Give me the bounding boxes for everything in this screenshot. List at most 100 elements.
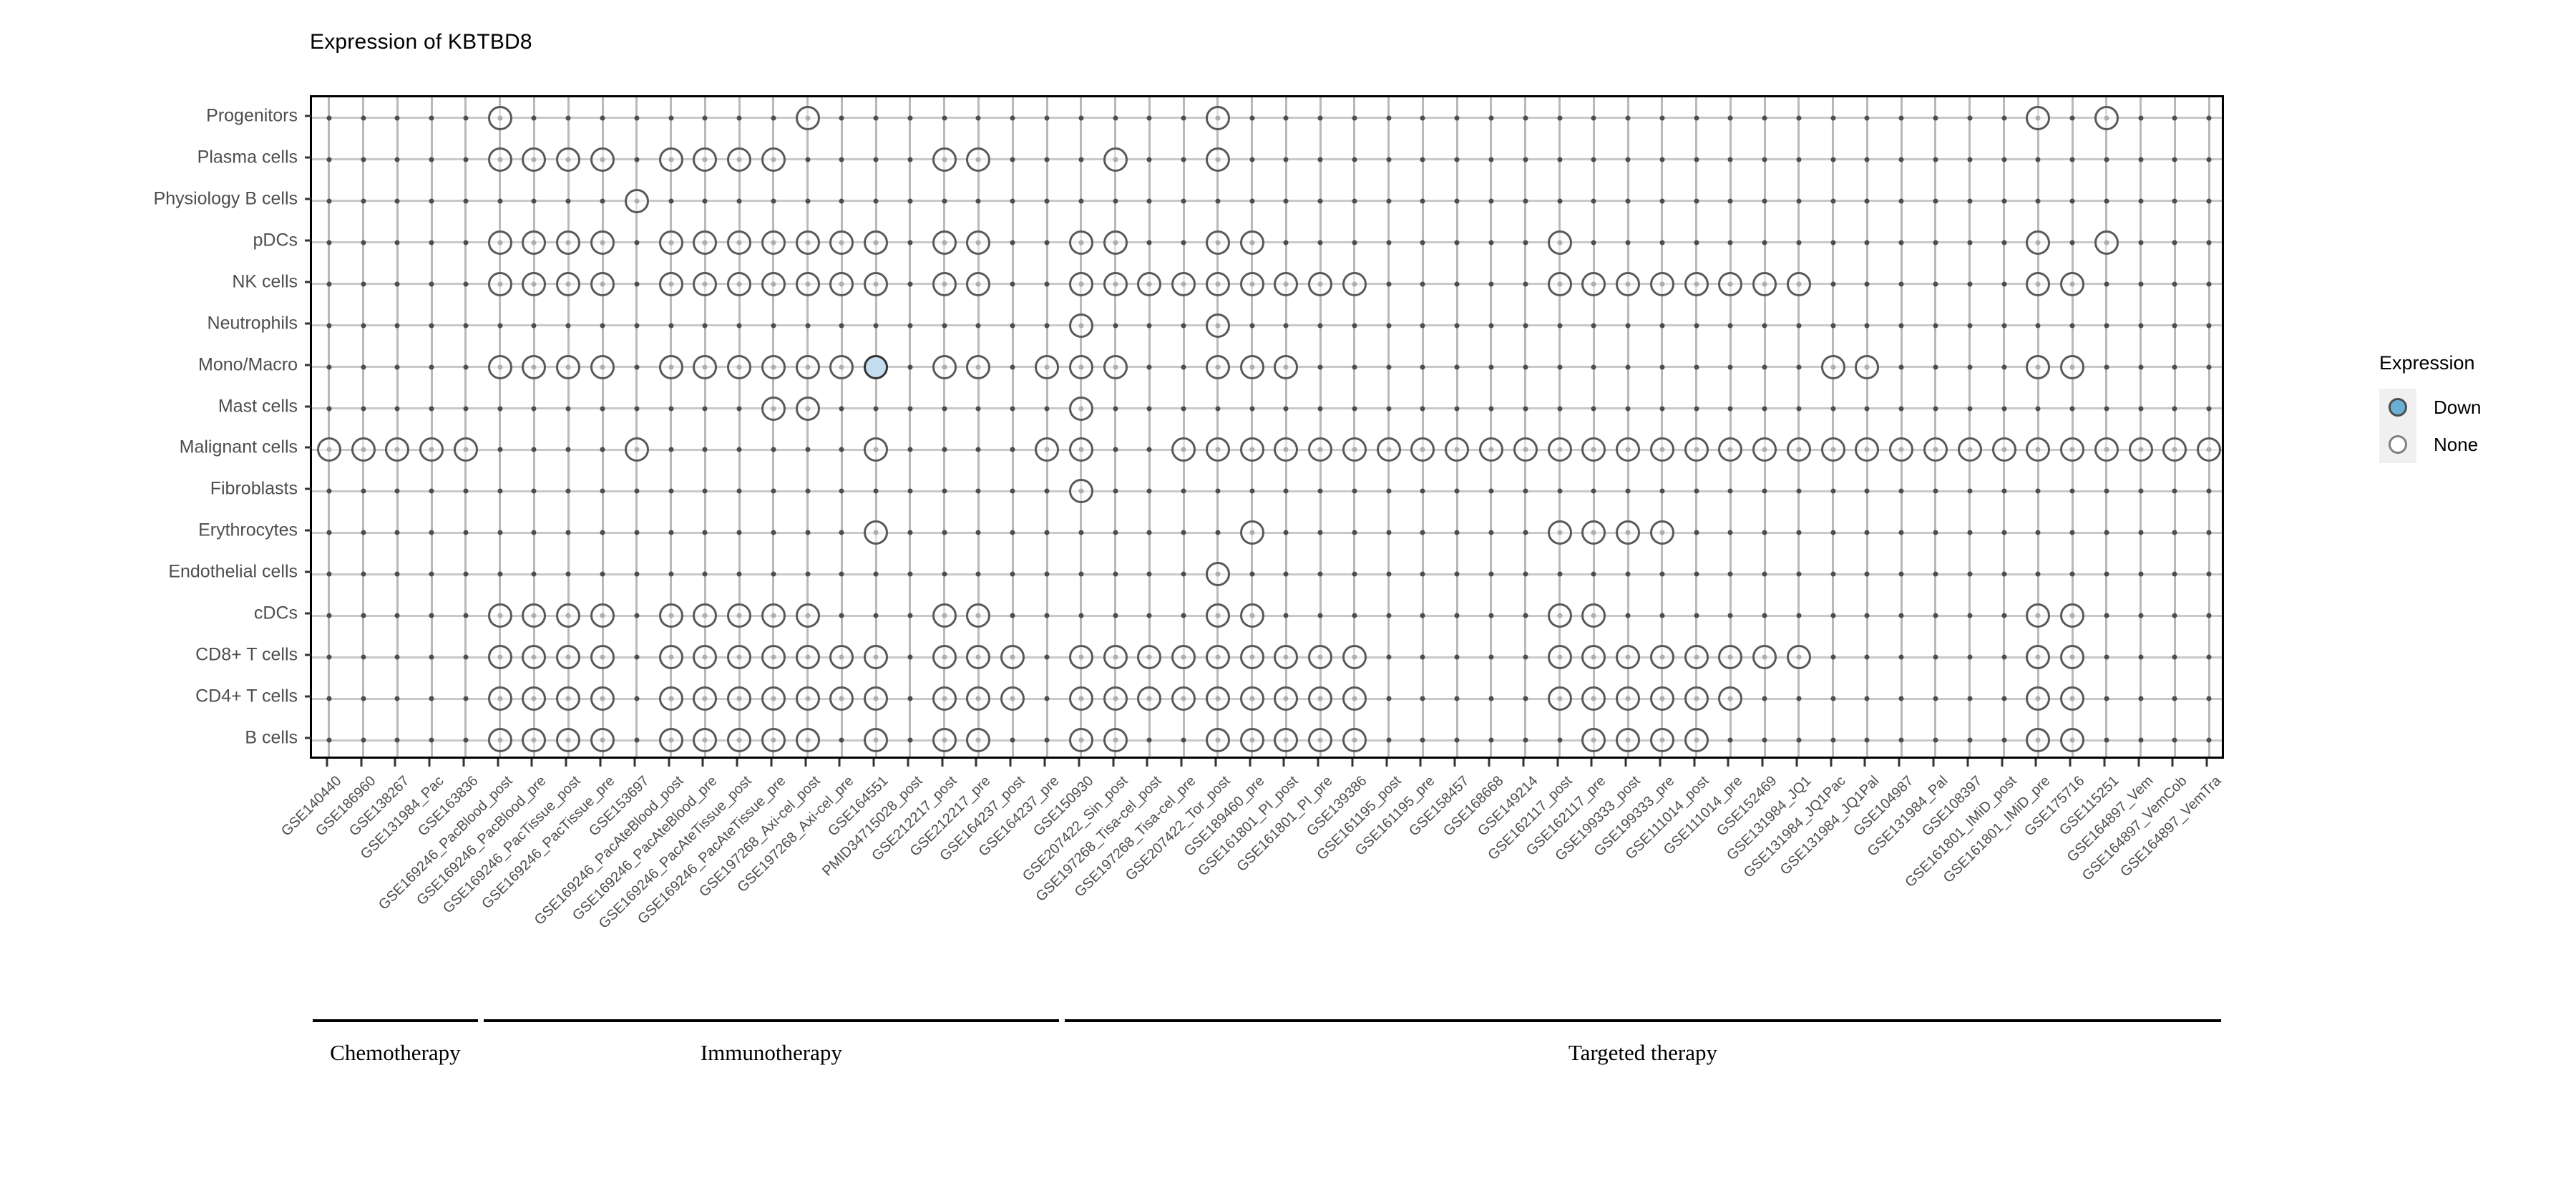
dot-none[interactable]: [795, 230, 820, 255]
dot-none[interactable]: [522, 354, 547, 379]
dot-none[interactable]: [1171, 437, 1196, 462]
dot-none[interactable]: [966, 354, 991, 379]
dot-none[interactable]: [727, 354, 752, 379]
dot-none[interactable]: [556, 686, 581, 711]
dot-none[interactable]: [2060, 271, 2085, 296]
dot-none[interactable]: [590, 271, 615, 296]
dot-none[interactable]: [1171, 271, 1196, 296]
dot-none[interactable]: [829, 645, 854, 670]
dot-none[interactable]: [1684, 645, 1709, 670]
dot-none[interactable]: [1274, 728, 1299, 753]
dot-none[interactable]: [522, 686, 547, 711]
dot-none[interactable]: [2094, 230, 2119, 255]
dot-none[interactable]: [1957, 437, 1982, 462]
dot-none[interactable]: [1274, 645, 1299, 670]
dot-none[interactable]: [1616, 728, 1641, 753]
dot-none[interactable]: [761, 230, 786, 255]
dot-none[interactable]: [1752, 271, 1777, 296]
dot-none[interactable]: [1068, 479, 1093, 504]
dot-none[interactable]: [487, 105, 512, 130]
dot-none[interactable]: [1035, 437, 1059, 462]
dot-none[interactable]: [1889, 437, 1914, 462]
dot-none[interactable]: [1547, 230, 1572, 255]
dot-none[interactable]: [693, 603, 718, 628]
dot-none[interactable]: [1239, 230, 1264, 255]
dot-none[interactable]: [1820, 437, 1845, 462]
dot-none[interactable]: [556, 728, 581, 753]
dot-none[interactable]: [590, 230, 615, 255]
dot-none[interactable]: [1342, 437, 1367, 462]
dot-none[interactable]: [1445, 437, 1470, 462]
dot-none[interactable]: [864, 437, 889, 462]
dot-none[interactable]: [1205, 271, 1230, 296]
dot-none[interactable]: [1547, 645, 1572, 670]
dot-none[interactable]: [932, 271, 957, 296]
dot-none[interactable]: [1786, 645, 1811, 670]
dot-none[interactable]: [1616, 645, 1641, 670]
dot-none[interactable]: [727, 728, 752, 753]
legend-row[interactable]: Down: [2379, 389, 2481, 426]
dot-none[interactable]: [1308, 728, 1333, 753]
dot-none[interactable]: [1171, 645, 1196, 670]
dot-none[interactable]: [1171, 686, 1196, 711]
dot-none[interactable]: [1137, 645, 1162, 670]
dot-none[interactable]: [1581, 686, 1606, 711]
dot-none[interactable]: [658, 686, 683, 711]
dot-none[interactable]: [1820, 354, 1845, 379]
dot-none[interactable]: [932, 147, 957, 172]
dot-none[interactable]: [966, 686, 991, 711]
dot-none[interactable]: [1616, 520, 1641, 545]
dot-none[interactable]: [932, 728, 957, 753]
dot-none[interactable]: [864, 520, 889, 545]
dot-none[interactable]: [1649, 645, 1674, 670]
dot-none[interactable]: [1205, 728, 1230, 753]
dot-none[interactable]: [727, 230, 752, 255]
dot-none[interactable]: [1137, 271, 1162, 296]
dot-none[interactable]: [693, 354, 718, 379]
dot-none[interactable]: [658, 354, 683, 379]
dot-none[interactable]: [727, 603, 752, 628]
dot-none[interactable]: [1103, 230, 1128, 255]
dot-none[interactable]: [556, 645, 581, 670]
dot-none[interactable]: [1239, 728, 1264, 753]
dot-none[interactable]: [1068, 396, 1093, 421]
dot-none[interactable]: [487, 645, 512, 670]
dot-none[interactable]: [487, 354, 512, 379]
dot-none[interactable]: [1786, 437, 1811, 462]
dot-none[interactable]: [1547, 271, 1572, 296]
dot-none[interactable]: [658, 271, 683, 296]
dot-none[interactable]: [829, 686, 854, 711]
dot-none[interactable]: [522, 645, 547, 670]
dot-none[interactable]: [1649, 728, 1674, 753]
dot-none[interactable]: [624, 188, 649, 213]
dot-none[interactable]: [693, 147, 718, 172]
dot-none[interactable]: [658, 645, 683, 670]
dot-none[interactable]: [351, 437, 376, 462]
dot-none[interactable]: [1649, 686, 1674, 711]
dot-none[interactable]: [795, 396, 820, 421]
dot-none[interactable]: [556, 271, 581, 296]
dot-none[interactable]: [1103, 147, 1128, 172]
dot-none[interactable]: [2060, 437, 2085, 462]
dot-none[interactable]: [522, 230, 547, 255]
dot-none[interactable]: [1000, 686, 1025, 711]
dot-none[interactable]: [1068, 728, 1093, 753]
dot-none[interactable]: [761, 603, 786, 628]
dot-none[interactable]: [2026, 105, 2051, 130]
dot-none[interactable]: [727, 271, 752, 296]
dot-none[interactable]: [1274, 686, 1299, 711]
dot-none[interactable]: [1308, 271, 1333, 296]
dot-none[interactable]: [522, 728, 547, 753]
dot-none[interactable]: [1616, 686, 1641, 711]
dot-none[interactable]: [1991, 437, 2016, 462]
dot-none[interactable]: [1239, 437, 1264, 462]
dot-none[interactable]: [864, 728, 889, 753]
dot-none[interactable]: [1581, 271, 1606, 296]
dot-none[interactable]: [590, 603, 615, 628]
dot-none[interactable]: [1547, 437, 1572, 462]
dot-none[interactable]: [761, 396, 786, 421]
dot-none[interactable]: [658, 230, 683, 255]
dot-none[interactable]: [1581, 520, 1606, 545]
dot-none[interactable]: [487, 603, 512, 628]
dot-none[interactable]: [1103, 271, 1128, 296]
